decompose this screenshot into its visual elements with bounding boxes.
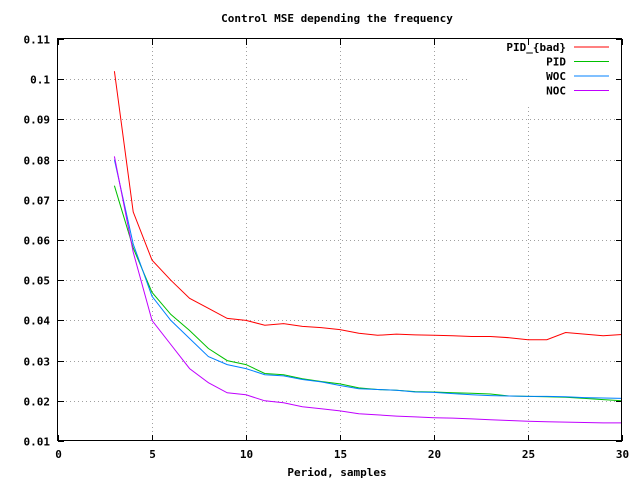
y-tick-label: 0.1 xyxy=(30,74,50,87)
x-tick-label: 0 xyxy=(55,448,62,461)
x-tick-label: 15 xyxy=(334,448,347,461)
y-tick-label: 0.07 xyxy=(24,195,51,208)
y-tick-label: 0.08 xyxy=(24,155,51,168)
series-lines xyxy=(113,71,623,424)
y-tick-label: 0.01 xyxy=(24,436,51,449)
legend-label: PID xyxy=(546,56,566,69)
chart-title: Control MSE depending the frequency xyxy=(221,12,453,25)
series-line-3 xyxy=(113,159,623,399)
legend-label: PID_{bad} xyxy=(506,41,566,54)
x-tick-label: 10 xyxy=(240,448,253,461)
x-tick-label: 5 xyxy=(149,448,156,461)
y-tick-label: 0.11 xyxy=(24,34,51,47)
x-axis-label: Period, samples xyxy=(287,466,386,479)
legend-background xyxy=(470,40,620,106)
plot-frame xyxy=(57,38,622,441)
grid-lines xyxy=(58,39,622,441)
y-tick-label: 0.03 xyxy=(24,356,51,369)
y-tick-label: 0.06 xyxy=(24,235,51,248)
series-line-1 xyxy=(113,71,623,341)
legend-label: NOC xyxy=(546,85,566,98)
series-line-4 xyxy=(113,156,622,424)
legend-label: WOC xyxy=(546,70,566,83)
y-tick-label: 0.05 xyxy=(24,275,51,288)
y-tick-label: 0.02 xyxy=(24,396,51,409)
x-tick-label: 20 xyxy=(428,448,441,461)
y-tick-label: 0.09 xyxy=(24,114,51,127)
x-tick-label: 30 xyxy=(616,448,629,461)
axis-ticks: 0.01 0.02 0.03 0.04 0.05 0.06 0.07 0.08 0.09 0.1 0… xyxy=(24,34,630,462)
x-tick-label: 25 xyxy=(522,448,535,461)
series-line-2 xyxy=(113,185,623,402)
y-tick-label: 0.04 xyxy=(24,315,51,328)
